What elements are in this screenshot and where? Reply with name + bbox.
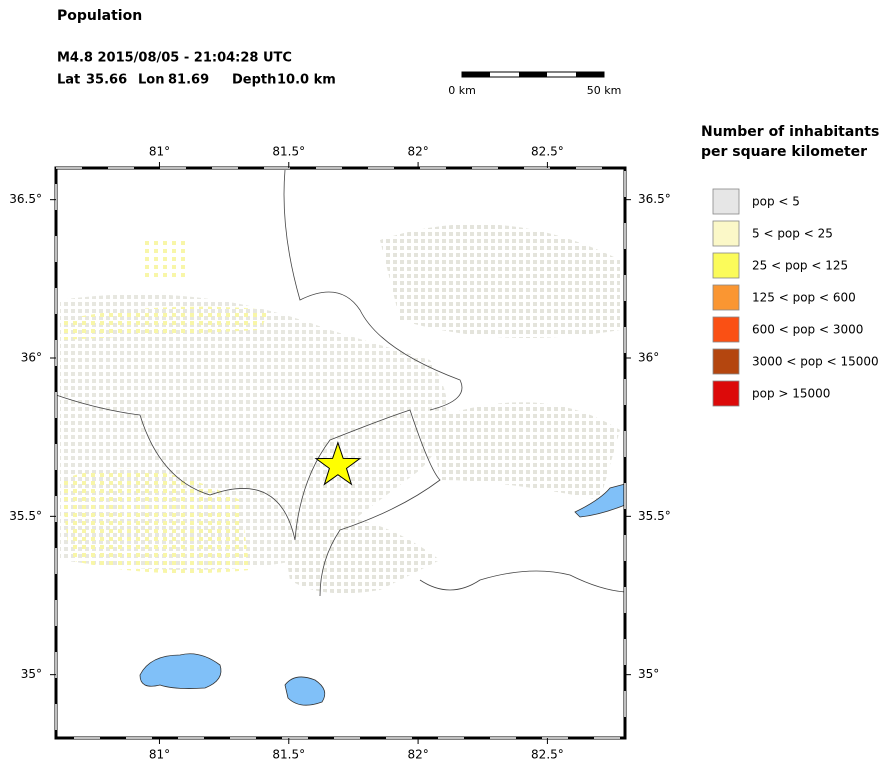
legend-swatch xyxy=(712,188,740,215)
lat-label: 36.5° xyxy=(638,192,671,206)
legend-label: 3000 < pop < 15000 xyxy=(752,355,879,369)
legend-label: pop < 5 xyxy=(752,195,800,209)
lat-label: 36° xyxy=(21,351,42,365)
legend-swatch xyxy=(712,348,740,375)
legend-label: pop > 15000 xyxy=(752,387,830,401)
legend-swatch xyxy=(712,252,740,279)
lon: 81.69 xyxy=(168,73,209,88)
depth: 10.0 km xyxy=(277,73,336,88)
lat: 35.66 xyxy=(86,73,127,88)
lat-label: 35.5° xyxy=(638,509,671,523)
lon-label: 81° xyxy=(149,748,170,762)
lon-label: 82.5° xyxy=(531,748,564,762)
scale-end: 50 km xyxy=(587,84,622,97)
lat-label: 35° xyxy=(638,667,659,681)
lat-label: 36.5° xyxy=(9,192,42,206)
lon-label: 81° xyxy=(149,145,170,159)
lon-label: 82° xyxy=(407,748,428,762)
legend-title: Number of inhabitants xyxy=(701,124,879,140)
legend-swatch xyxy=(712,380,740,407)
lat-label: Lat xyxy=(57,73,80,88)
depth-label: Depth xyxy=(232,73,276,88)
event: M4.8 2015/08/05 - 21:04:28 UTC xyxy=(57,51,292,66)
lon-label: Lon xyxy=(138,73,164,88)
map-frame xyxy=(54,166,627,740)
legend-label: 5 < pop < 25 xyxy=(752,227,833,241)
legend-title: per square kilometer xyxy=(701,144,867,160)
scale-start: 0 km xyxy=(448,84,476,97)
legend-label: 25 < pop < 125 xyxy=(752,259,848,273)
legend-swatch xyxy=(712,316,740,343)
legend-label: 125 < pop < 600 xyxy=(752,291,856,305)
lat-label: 35.5° xyxy=(9,509,42,523)
legend-swatch xyxy=(712,284,740,311)
lon-label: 81.5° xyxy=(272,748,305,762)
lon-label: 81.5° xyxy=(272,145,305,159)
lon-label: 82° xyxy=(407,145,428,159)
legend-label: 600 < pop < 3000 xyxy=(752,323,863,337)
scale-bar: 0 km 50 km xyxy=(448,71,622,97)
title: Population xyxy=(57,8,142,24)
lat-label: 35° xyxy=(21,667,42,681)
lon-label: 82.5° xyxy=(531,145,564,159)
lat-label: 36° xyxy=(638,351,659,365)
legend-swatch xyxy=(712,220,740,247)
epicenter xyxy=(314,441,362,486)
